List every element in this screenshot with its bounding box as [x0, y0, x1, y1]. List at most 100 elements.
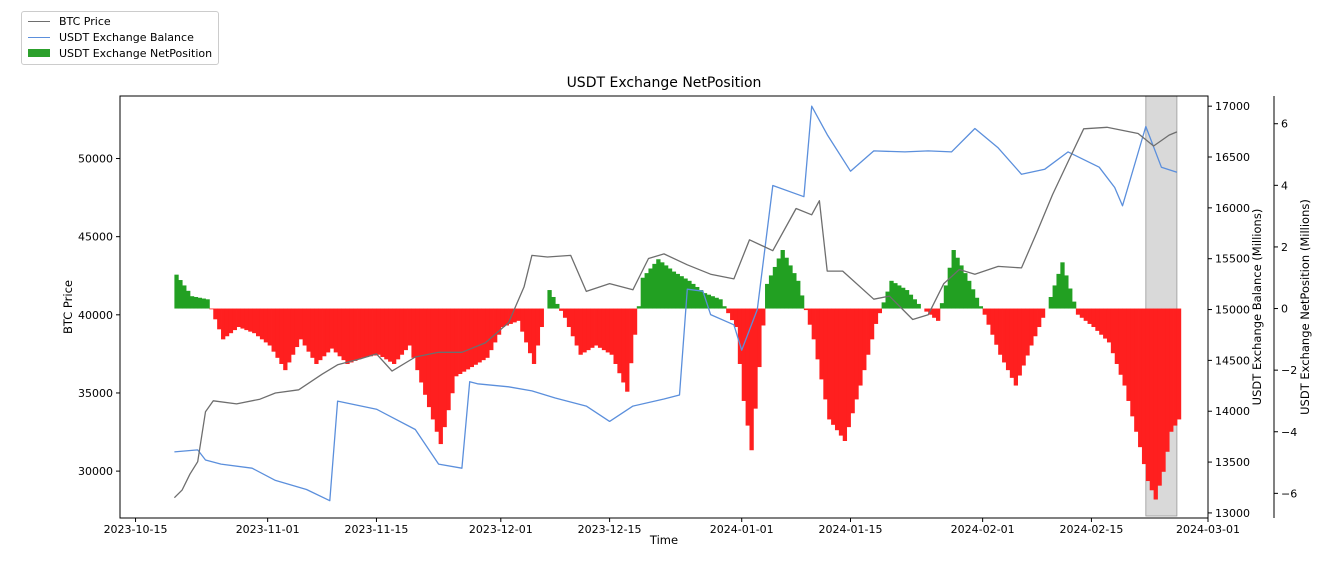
netposition-bar [710, 296, 715, 309]
netposition-bar [493, 308, 498, 343]
netposition-bar [939, 303, 945, 309]
netposition-bar [193, 296, 199, 309]
netposition-bar [932, 308, 937, 318]
legend: BTC Price USDT Exchange Balance USDT Exc… [21, 11, 219, 65]
netposition-bar [1118, 308, 1123, 375]
legend-swatch-balance [28, 36, 50, 38]
netposition-bar [745, 308, 750, 426]
netposition-bar [267, 308, 272, 346]
netposition-bar [504, 308, 509, 326]
netposition-bar [702, 293, 708, 309]
netposition-bar [768, 275, 774, 309]
netposition-bar [873, 308, 879, 324]
y-tick-label-balance: 17000 [1215, 100, 1250, 113]
netposition-bar [360, 308, 366, 358]
netposition-bar [990, 308, 995, 335]
y-tick-label-left: 30000 [78, 465, 113, 478]
balance-line [174, 105, 1178, 502]
x-tick-label: 2024-03-01 [1176, 523, 1240, 536]
netposition-bar [271, 308, 276, 352]
netposition-bar [741, 308, 746, 401]
netposition-bar [788, 265, 793, 309]
netposition-bar [566, 308, 572, 328]
netposition-bar [691, 283, 696, 309]
netposition-bar [730, 308, 735, 321]
y-tick-label-balance: 16000 [1215, 202, 1250, 215]
x-tick-label: 2024-02-15 [1059, 523, 1123, 536]
netposition-bar [970, 289, 976, 309]
y-tick-label-balance: 15500 [1215, 253, 1250, 266]
netposition-bar [388, 308, 393, 362]
netposition-bar [1087, 308, 1092, 324]
x-axis-label: Time [649, 533, 679, 547]
netposition-bar [489, 308, 494, 351]
netposition-bar [357, 308, 362, 360]
netposition-bar [648, 268, 653, 309]
netposition-bar [632, 308, 638, 335]
netposition-bar [201, 298, 206, 309]
netposition-bar [1145, 308, 1151, 482]
netposition-bar [174, 274, 179, 309]
netposition-bar [283, 308, 288, 371]
netposition-bar [1075, 308, 1081, 315]
netposition-bar [256, 308, 261, 337]
netposition-bar [792, 273, 797, 309]
netposition-bar [570, 308, 576, 337]
netposition-bar [784, 257, 789, 309]
netposition-bar [399, 308, 405, 355]
netposition-bar [337, 308, 342, 357]
netposition-bar [345, 308, 350, 364]
netposition-bar [733, 308, 739, 328]
netposition-bar [372, 308, 377, 356]
netposition-bar [644, 273, 649, 309]
x-tick-label: 2024-02-01 [951, 523, 1015, 536]
y-axis-label-left: BTC Price [61, 280, 75, 334]
netposition-bar [951, 250, 956, 309]
netposition-bar [411, 308, 416, 358]
netposition-bar [885, 291, 890, 309]
netposition-bar [1056, 273, 1061, 309]
netposition-bar [695, 286, 700, 309]
netposition-bar [1169, 308, 1174, 432]
netposition-bar [998, 308, 1003, 355]
netposition-bar [469, 308, 474, 368]
netposition-bar [275, 308, 280, 358]
netposition-bar [1165, 308, 1170, 452]
netposition-bar [248, 308, 253, 332]
netposition-bar [978, 306, 984, 309]
legend-label-price: BTC Price [59, 14, 111, 28]
netposition-bar [434, 308, 440, 432]
legend-item-price: BTC Price [28, 13, 111, 29]
x-tick-label: 2023-11-01 [236, 523, 300, 536]
netposition-bar [974, 297, 980, 309]
x-tick-label: 2024-01-15 [819, 523, 883, 536]
netposition-bar [415, 308, 420, 371]
netposition-bar [1079, 308, 1085, 318]
netposition-bar [1095, 308, 1100, 331]
netposition-bar [908, 294, 914, 309]
netposition-bar [722, 306, 727, 309]
netposition-bar [485, 308, 490, 358]
netposition-bar [364, 308, 370, 358]
netposition-bar [811, 308, 816, 340]
netposition-bar [473, 308, 478, 365]
netposition-bar [1114, 308, 1120, 364]
netposition-bar [877, 308, 882, 314]
x-tick-label: 2023-11-15 [344, 523, 408, 536]
netposition-bar [660, 262, 665, 309]
netposition-bar [1048, 296, 1053, 309]
netposition-bar [955, 257, 960, 309]
y-tick-label-balance: 14000 [1215, 405, 1250, 418]
netposition-bar [765, 283, 770, 309]
netposition-bar [205, 299, 210, 309]
netposition-bar [252, 308, 257, 334]
netposition-bar [737, 308, 743, 364]
netposition-bar [605, 308, 610, 353]
netposition-bar [528, 308, 533, 354]
y-tick-label-netposition: −6 [1281, 487, 1297, 500]
netposition-bar [671, 271, 677, 309]
netposition-bar [333, 308, 338, 353]
netposition-bar [178, 280, 183, 309]
netposition-bar [664, 265, 669, 309]
netposition-bar [559, 308, 564, 311]
